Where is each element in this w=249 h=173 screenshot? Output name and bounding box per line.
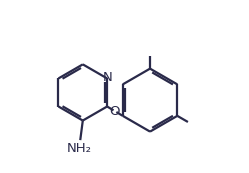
Text: NH₂: NH₂ — [67, 142, 92, 155]
Text: O: O — [110, 105, 120, 118]
Text: N: N — [103, 71, 113, 84]
